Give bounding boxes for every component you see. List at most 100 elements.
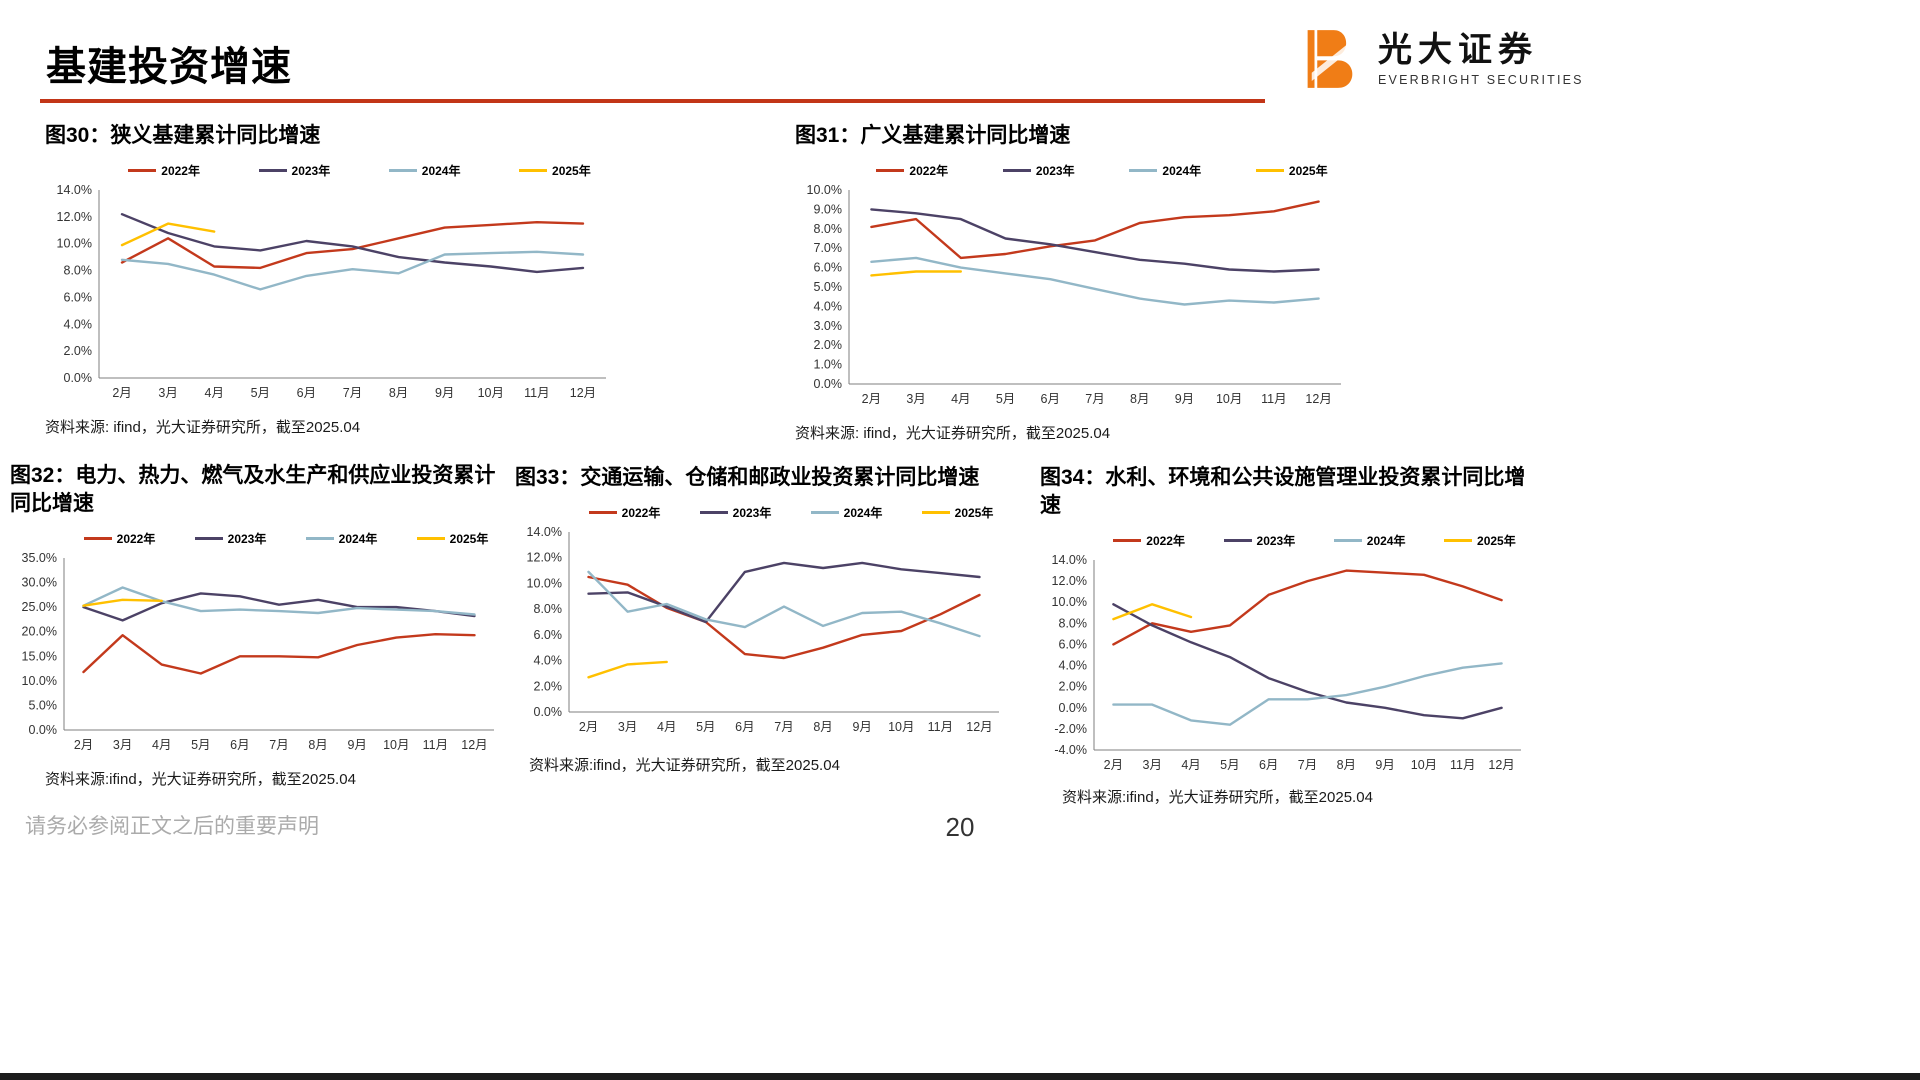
figure-31-title: 图31：广义基建累计同比增速: [795, 124, 1071, 147]
svg-text:5月: 5月: [191, 738, 210, 752]
svg-text:8月: 8月: [1130, 392, 1149, 406]
figure-32: 图32：电力、热力、燃气及水生产和供应业投资累计同比增速 2022年 2023年 2…: [10, 462, 510, 789]
legend-label: 2022年: [116, 531, 156, 546]
legend-item: 2024年: [810, 504, 883, 521]
legend-label: 2023年: [1035, 163, 1075, 178]
legend-item: 2023年: [1002, 162, 1075, 179]
svg-text:10月: 10月: [1216, 392, 1242, 406]
series-line-2023年: [82, 592, 476, 622]
svg-text:0.0%: 0.0%: [1059, 701, 1088, 715]
figure-34-title: 图34：水利、环境和公共设施管理业投资累计同比增速: [1040, 466, 1526, 517]
svg-text:4月: 4月: [152, 738, 171, 752]
legend-item: 2024年: [388, 162, 460, 179]
svg-text:10.0%: 10.0%: [1052, 595, 1087, 609]
svg-text:6.0%: 6.0%: [64, 290, 93, 304]
svg-text:2.0%: 2.0%: [64, 344, 93, 358]
svg-text:4.0%: 4.0%: [1059, 659, 1088, 673]
legend-swatch: [699, 510, 728, 514]
series-line-2025年: [1112, 603, 1193, 621]
svg-text:0.0%: 0.0%: [814, 377, 843, 391]
svg-text:5月: 5月: [696, 720, 715, 734]
svg-text:6月: 6月: [230, 738, 249, 752]
legend-label: 2022年: [161, 163, 200, 178]
legend-swatch: [876, 168, 905, 172]
svg-text:-2.0%: -2.0%: [1054, 722, 1087, 736]
svg-text:4.0%: 4.0%: [814, 299, 843, 313]
x-axis-labels: 2月 3月 4月 5月 6月 7月 8月 9月 10月 11月 12月: [74, 738, 488, 752]
chart-canvas: 0.0% 2.0% 4.0% 6.0% 8.0% 10.0% 12.0% 14.0% 2月 3月 4…: [57, 183, 606, 400]
legend-label: 2024年: [843, 505, 883, 520]
legend-swatch: [1002, 168, 1031, 172]
chart-canvas: 0.0% 5.0% 10.0% 15.0% 20.0% 25.0% 30.0% 35.0% 2月…: [22, 551, 494, 752]
legend-item: 2025年: [1444, 532, 1516, 549]
legend-swatch: [1129, 168, 1158, 172]
everbright-logo: 光大证券 EVERBRIGHT SECURITIES: [1298, 26, 1584, 92]
svg-text:10月: 10月: [478, 386, 504, 400]
legend-item: 2025年: [519, 162, 591, 179]
chart-axes: [568, 532, 999, 713]
svg-text:7.0%: 7.0%: [814, 241, 843, 255]
svg-text:7月: 7月: [343, 386, 362, 400]
svg-text:8月: 8月: [389, 386, 408, 400]
svg-text:4月: 4月: [657, 720, 676, 734]
svg-text:6.0%: 6.0%: [534, 628, 563, 642]
legend-item: 2025年: [1255, 162, 1328, 179]
svg-text:12.0%: 12.0%: [527, 551, 562, 565]
svg-text:5月: 5月: [996, 392, 1015, 406]
logo-name-cn: 光大证券: [1378, 31, 1538, 69]
y-axis-labels: 0.0% 2.0% 4.0% 6.0% 8.0% 10.0% 12.0% 14.0%: [527, 525, 562, 719]
svg-text:10.0%: 10.0%: [57, 237, 92, 251]
svg-text:7月: 7月: [1085, 392, 1104, 406]
legend-label: 2024年: [338, 531, 378, 546]
svg-text:8.0%: 8.0%: [64, 264, 93, 278]
svg-text:4月: 4月: [1181, 758, 1200, 772]
figure-31-source: 资料来源: ifind，光大证券研究所，截至2025.04: [795, 425, 1111, 442]
legend-label: 2022年: [1146, 533, 1185, 548]
page-number: 20: [945, 812, 975, 842]
svg-text:12.0%: 12.0%: [1052, 574, 1087, 588]
figure-30: 图30：狭义基建累计同比增速 2022年 2023年 2024年 2025年 0.0% 2…: [45, 122, 620, 437]
svg-text:11月: 11月: [524, 386, 549, 400]
svg-text:2月: 2月: [112, 386, 131, 400]
page-title: 基建投资增速: [46, 45, 292, 89]
series-line-2023年: [1112, 603, 1503, 720]
svg-text:3月: 3月: [113, 738, 132, 752]
x-axis-labels: 2月 3月 4月 5月 6月 7月 8月 9月 10月 11月 12月: [579, 720, 993, 734]
figure-30-source: 资料来源: ifind，光大证券研究所，截至2025.04: [45, 419, 361, 436]
legend-label: 2023年: [227, 531, 267, 546]
legend-item: 2023年: [258, 162, 330, 179]
chart-legend: 2022年 2023年 2024年 2025年: [45, 158, 620, 182]
legend-swatch: [810, 510, 839, 514]
svg-text:2月: 2月: [74, 738, 93, 752]
svg-text:2.0%: 2.0%: [814, 338, 843, 352]
series-lines: [82, 586, 476, 675]
y-axis-labels: -4.0% -2.0% 0.0% 2.0% 4.0% 6.0% 8.0% 10.0% 12.0%…: [1052, 553, 1087, 757]
svg-text:2.0%: 2.0%: [534, 679, 563, 693]
y-axis-labels: 0.0% 1.0% 2.0% 3.0% 4.0% 5.0% 6.0% 7.0% 8.0% 9.0%…: [807, 183, 842, 391]
legend-label: 2025年: [449, 531, 489, 546]
svg-text:12月: 12月: [1488, 758, 1514, 772]
legend-label: 2023年: [1256, 533, 1296, 548]
chart-canvas: 0.0% 1.0% 2.0% 3.0% 4.0% 5.0% 6.0% 7.0% 8.0% 9.0%…: [807, 183, 1341, 406]
figure-33-title: 图33：交通运输、仓储和邮政业投资累计同比增速: [515, 466, 980, 489]
legend-swatch: [1255, 168, 1284, 172]
legend-label: 2025年: [1288, 163, 1328, 178]
svg-text:6.0%: 6.0%: [1059, 637, 1088, 651]
series-line-2024年: [82, 586, 476, 616]
svg-text:3月: 3月: [618, 720, 637, 734]
series-line-2022年: [587, 575, 981, 660]
svg-text:10.0%: 10.0%: [22, 674, 57, 688]
chart-legend: 2022年 2023年 2024年 2025年: [515, 500, 1013, 524]
svg-text:1.0%: 1.0%: [814, 358, 843, 372]
figure-34: 图34：水利、环境和公共设施管理业投资累计同比增速 2022年 2023年 2024…: [1040, 464, 1537, 807]
legend-label: 2023年: [732, 505, 772, 520]
legend-swatch: [1223, 538, 1252, 542]
legend-swatch: [519, 168, 548, 172]
footer-disclaimer: 请务必参阅正文之后的重要声明: [25, 815, 319, 838]
svg-text:6月: 6月: [297, 386, 316, 400]
series-line-2025年: [120, 222, 216, 247]
figure-33-source: 资料来源:ifind，光大证券研究所，截至2025.04: [529, 757, 840, 774]
legend-item: 2024年: [305, 530, 378, 547]
chart-legend: 2022年 2023年 2024年 2025年: [1040, 528, 1535, 552]
